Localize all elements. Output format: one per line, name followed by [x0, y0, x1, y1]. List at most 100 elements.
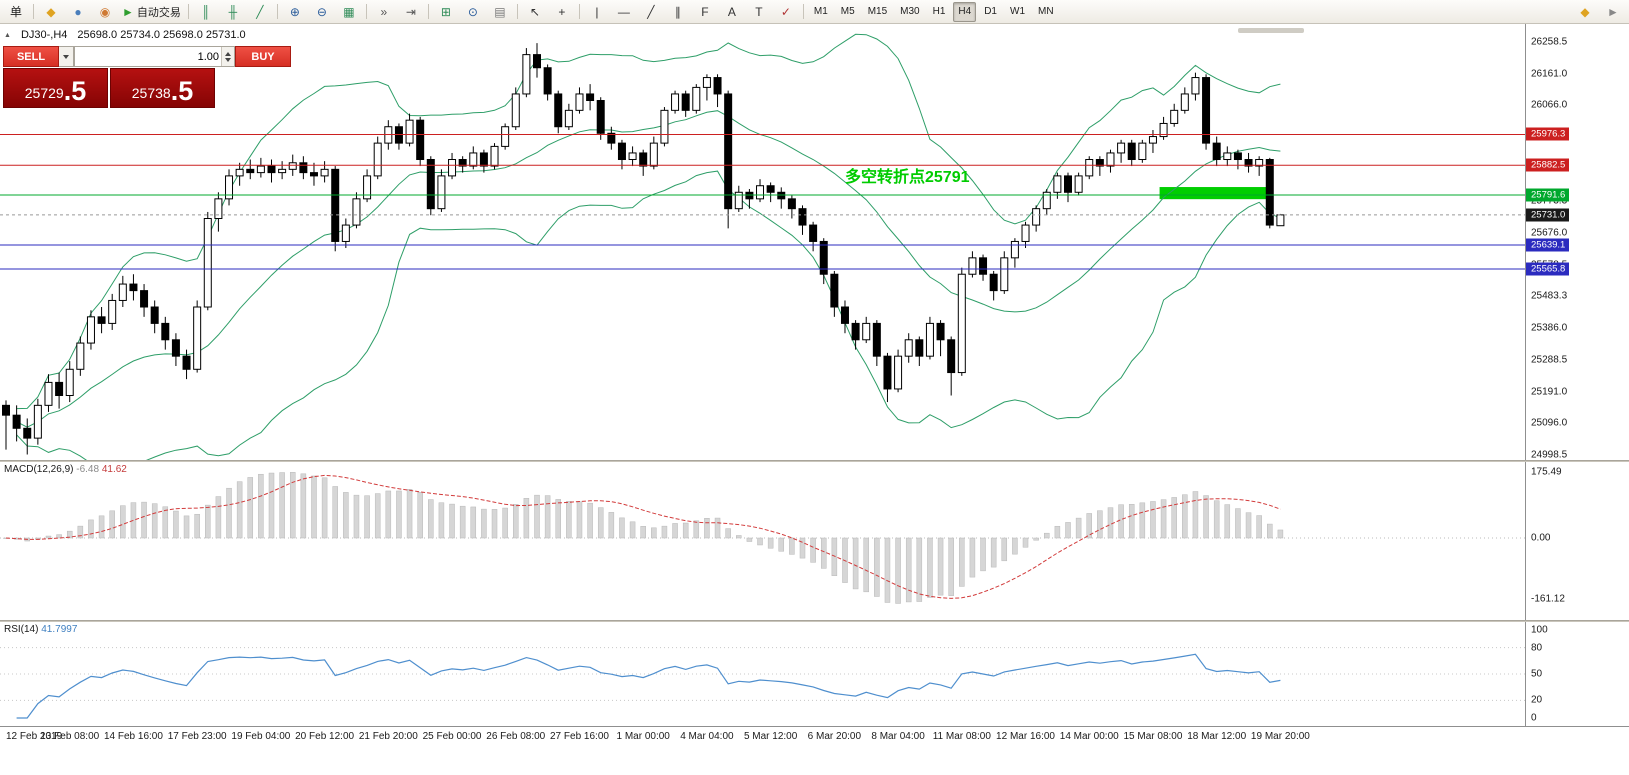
macd-name: MACD(12,26,9) [4, 464, 74, 475]
price-axis: 26258.526161.026066.025968.525871.025773… [1525, 24, 1629, 460]
zoom-in-icon[interactable]: ⊕ [282, 1, 308, 23]
chart-scrollbar[interactable] [1238, 28, 1304, 33]
autotrading-button: ► [122, 4, 134, 19]
buy-price-main: 25738 [131, 85, 171, 101]
rsi-axis-label: 80 [1531, 642, 1543, 654]
timeframe-m5[interactable]: M5 [840, 6, 855, 17]
horizontal-line-icon: — [617, 4, 630, 19]
text-label-icon[interactable]: T [746, 1, 772, 23]
line-chart-icon[interactable]: ╱ [247, 1, 273, 23]
chart-shift-icon[interactable]: ⇥ [398, 1, 424, 23]
macd-label: MACD(12,26,9) -6.48 41.62 [4, 464, 127, 475]
spinner-up-icon[interactable] [225, 51, 231, 56]
indicators-icon: ▤ [494, 4, 506, 19]
price-level-badge: 25882.5 [1526, 158, 1570, 172]
macd-panel[interactable]: 175.49 0.00 -161.12 MACD(12,26,9) -6.48 41… [0, 462, 1629, 620]
arrows-icon[interactable]: ✓ [773, 1, 799, 23]
trendline-icon[interactable]: ╱ [638, 1, 664, 23]
detach-icon[interactable]: ► [1600, 1, 1626, 23]
time-axis-label: 17 Feb 23:00 [167, 731, 227, 742]
spinner-down-icon[interactable] [225, 57, 231, 62]
panel-divider[interactable] [0, 620, 1629, 622]
time-axis-label: 21 Feb 20:00 [358, 731, 418, 742]
volume-dropdown[interactable] [59, 46, 74, 67]
price-chart[interactable]: 多空转折点25791 [0, 24, 1525, 460]
y-axis-label: 26066.0 [1531, 99, 1568, 111]
period-icon: ⊙ [467, 4, 478, 19]
main-chart-panel[interactable]: 多空转折点25791 26258.526161.026066.025968.52… [0, 24, 1629, 460]
chart-symbol-period: DJ30-,H4 [20, 29, 68, 41]
rsi-axis-label: 0 [1531, 712, 1537, 724]
timeframe-m15[interactable]: M15 [867, 6, 888, 17]
pin-icon: ◆ [1580, 4, 1590, 19]
time-axis-label: 15 Mar 08:00 [1123, 731, 1183, 742]
chart-header: ▲ DJ30-,H4 25698.0 25734.0 25698.0 25731… [4, 29, 246, 41]
panel-divider[interactable] [0, 460, 1629, 462]
cursor-icon: ↖ [529, 4, 540, 19]
fibonacci-icon[interactable]: F [692, 1, 718, 23]
vertical-line-icon: | [595, 4, 599, 19]
volume-input[interactable] [75, 47, 221, 66]
period-icon[interactable]: ⊙ [460, 1, 486, 23]
timeframe-m1[interactable]: M1 [813, 6, 828, 17]
vertical-line-icon[interactable]: | [584, 1, 610, 23]
text-icon[interactable]: A [719, 1, 745, 23]
time-axis-label: 12 Feb 2019 [6, 731, 63, 742]
detach-icon: ► [1607, 4, 1619, 19]
rsi-panel[interactable]: 100 80 50 20 0 RSI(14) 41.7997 [0, 622, 1629, 726]
timeframe-h1[interactable]: H1 [932, 6, 946, 17]
timeframe-mn[interactable]: MN [1038, 6, 1054, 17]
y-axis-label: 25096.0 [1531, 417, 1568, 429]
horizontal-line-icon[interactable]: — [611, 1, 637, 23]
time-axis-label: 12 Mar 16:00 [996, 731, 1055, 742]
auto-scroll-icon[interactable]: » [371, 1, 397, 23]
new-chart-icon: ⊞ [440, 4, 451, 19]
buy-button[interactable]: BUY [235, 46, 291, 67]
toolbar-separator [802, 4, 804, 19]
time-axis-label: 26 Feb 08:00 [486, 731, 546, 742]
pin-icon[interactable]: ◆ [1572, 1, 1598, 23]
collapse-chart-icon[interactable]: ▲ [4, 31, 11, 39]
toolbar-separator [276, 4, 278, 19]
autotrading-button[interactable]: ► 自动交易 [119, 1, 184, 23]
sell-price-main: 25729 [24, 85, 64, 101]
y-axis-label: 25386.0 [1531, 322, 1568, 334]
timeframe-h4[interactable]: H4 [953, 1, 977, 22]
y-axis-label: 24998.5 [1531, 449, 1568, 461]
channel-icon[interactable]: ∥ [665, 1, 691, 23]
new-chart-icon[interactable]: ⊞ [433, 1, 459, 23]
cursor-icon[interactable]: ↖ [522, 1, 548, 23]
zoom-out-icon: ⊖ [316, 4, 327, 19]
navigator-icon[interactable]: ◉ [92, 1, 118, 23]
new-order-button[interactable]: 单 [3, 1, 29, 23]
y-axis-label: 26161.0 [1531, 68, 1568, 80]
buy-price-frac: .5 [170, 76, 194, 107]
grid-icon[interactable]: ▦ [336, 1, 362, 23]
buy-price-button[interactable]: 25738.5 [110, 68, 215, 108]
text-icon: A [727, 4, 736, 19]
sell-button[interactable]: SELL [3, 46, 59, 67]
timeframe-d1[interactable]: D1 [984, 6, 997, 17]
market-watch-icon[interactable]: ● [65, 1, 91, 23]
indicators-icon[interactable]: ▤ [487, 1, 513, 23]
macd-axis: 175.49 0.00 -161.12 [1525, 462, 1629, 620]
rsi-name: RSI(14) [4, 624, 39, 635]
candlestick-chart-icon[interactable]: ╫ [220, 1, 246, 23]
grid-icon: ▦ [343, 4, 355, 19]
y-axis-label: 25676.0 [1531, 227, 1568, 239]
price-level-badge: 25565.8 [1526, 262, 1570, 276]
time-axis-label: 13 Feb 08:00 [40, 731, 100, 742]
timeframe-w1[interactable]: W1 [1010, 6, 1025, 17]
bar-chart-icon[interactable]: ║ [193, 1, 219, 23]
crosshair-icon[interactable]: + [549, 1, 575, 23]
sell-price-button[interactable]: 25729.5 [3, 68, 108, 108]
time-axis-label: 25 Feb 00:00 [422, 731, 482, 742]
chart-window-icon[interactable]: ◆ [38, 1, 64, 23]
time-axis-label: 19 Mar 20:00 [1250, 731, 1310, 742]
y-axis-label: 25483.3 [1531, 290, 1568, 302]
macd-histogram [3, 472, 1284, 604]
timeframe-m30[interactable]: M30 [900, 6, 920, 17]
zoom-out-icon[interactable]: ⊖ [309, 1, 335, 23]
volume-spinner[interactable] [221, 47, 234, 66]
